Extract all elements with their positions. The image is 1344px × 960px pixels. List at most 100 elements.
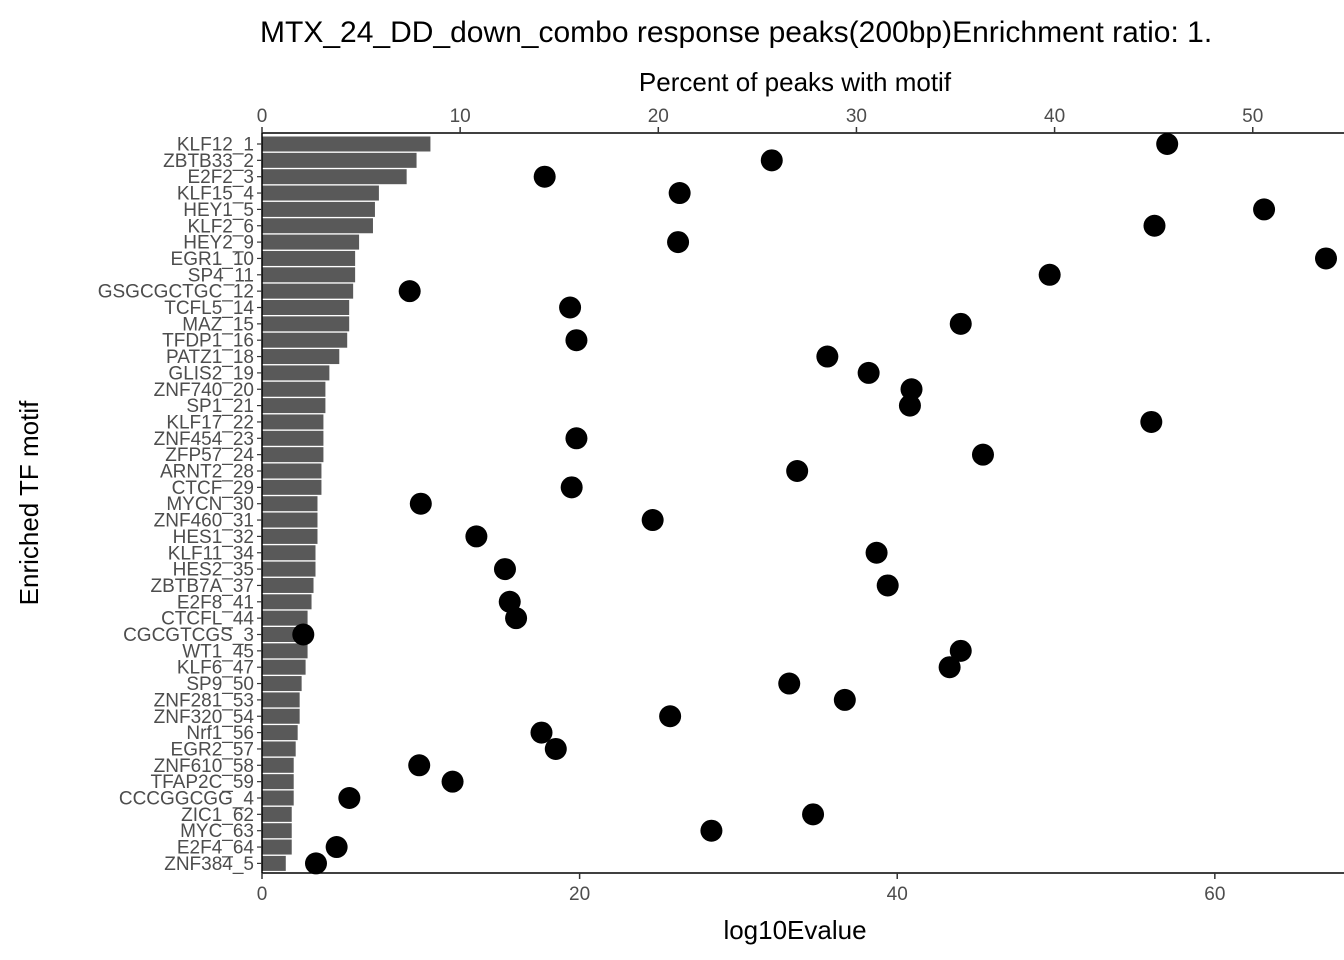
point	[559, 296, 582, 319]
bottom-tick-label: 0	[257, 884, 268, 905]
bar	[262, 496, 318, 512]
point	[1253, 198, 1276, 221]
category-label: GLIS2_19	[168, 363, 254, 384]
bar	[262, 806, 292, 822]
point	[533, 165, 556, 188]
point-series	[292, 133, 1337, 875]
category-label: ZFP57_24	[165, 445, 254, 466]
point	[530, 721, 553, 744]
point	[493, 558, 516, 581]
category-label: KLF15_4	[177, 184, 255, 205]
point	[857, 361, 880, 384]
bar	[262, 185, 379, 201]
point	[667, 231, 690, 254]
point	[641, 509, 664, 532]
category-label: KLF11_34	[168, 543, 255, 564]
bar	[262, 283, 354, 299]
bar	[262, 169, 407, 185]
point	[398, 280, 421, 303]
bar	[262, 381, 326, 397]
bar	[262, 708, 300, 724]
category-label: ZIC1_62	[181, 805, 254, 826]
category-label: HEY1_5	[183, 200, 254, 221]
bar	[262, 463, 322, 479]
point	[441, 770, 464, 793]
bar	[262, 839, 292, 855]
bar	[262, 152, 417, 168]
bar	[262, 659, 306, 675]
point	[408, 754, 431, 777]
point	[560, 476, 583, 499]
category-label: ZNF281_53	[154, 690, 254, 711]
category-label: CGCGTCGS_3	[123, 625, 254, 646]
bar	[262, 577, 314, 593]
top-tick-label: 50	[1242, 106, 1263, 127]
point	[700, 819, 723, 842]
category-label: WT1_45	[182, 641, 254, 662]
point	[1140, 410, 1163, 433]
chart-title: MTX_24_DD_down_combo response peaks(200b…	[260, 16, 1212, 49]
point	[778, 672, 801, 695]
point	[409, 492, 432, 515]
point	[949, 639, 972, 662]
point	[565, 427, 588, 450]
point	[938, 656, 961, 679]
point	[900, 378, 923, 401]
category-label: ZNF320_54	[154, 707, 255, 728]
category-label: ZNF460_31	[154, 511, 254, 532]
bar	[262, 267, 356, 283]
category-label: HES2_35	[173, 560, 254, 581]
point	[1315, 247, 1337, 270]
point	[668, 182, 691, 205]
category-label: ZBTB33_2	[163, 151, 254, 172]
point	[1156, 133, 1179, 155]
category-label: KLF17_22	[166, 412, 254, 433]
category-label: SP9_50	[186, 674, 254, 695]
bar	[262, 512, 318, 528]
category-label: ZNF454_23	[154, 429, 254, 450]
category-label: E2F4_64	[177, 838, 255, 859]
bar	[262, 234, 360, 250]
point	[865, 541, 888, 564]
point	[1038, 263, 1061, 286]
point	[949, 312, 972, 335]
bar	[262, 430, 324, 446]
category-label: TFDP1_16	[162, 331, 254, 352]
bar	[262, 479, 322, 495]
category-label: SP1_21	[186, 396, 254, 417]
bar	[262, 447, 324, 463]
bar	[262, 692, 300, 708]
point	[659, 705, 682, 728]
bar	[262, 218, 373, 234]
bar	[262, 365, 330, 381]
category-label: MYC_63	[180, 821, 254, 842]
point	[465, 525, 488, 548]
axes: 0 10 20 30 40 50 0 20 40 60	[257, 106, 1344, 905]
bar	[262, 823, 292, 839]
bar	[262, 676, 302, 692]
bar	[262, 316, 350, 332]
top-tick-label: 10	[450, 106, 471, 127]
category-label: HES1_32	[173, 527, 254, 548]
point	[786, 460, 809, 482]
category-labels: KLF12_1ZBTB33_2E2F2_3KLF15_4HEY1_5KLF2_6…	[98, 135, 255, 875]
category-label: ZNF384_5	[164, 854, 254, 875]
y-axis-title: Enriched TF motif	[14, 400, 44, 605]
bar	[262, 725, 298, 741]
category-label: EGR2_57	[171, 739, 254, 760]
bar	[262, 561, 316, 577]
point	[816, 345, 839, 368]
bar	[262, 300, 350, 315]
top-tick-label: 40	[1044, 106, 1065, 127]
bar	[262, 774, 294, 790]
bottom-tick-label: 20	[569, 884, 590, 905]
bottom-axis-title: log10Evalue	[723, 915, 866, 945]
point	[833, 688, 856, 711]
point	[292, 623, 315, 646]
bar	[262, 398, 326, 414]
point	[325, 836, 348, 859]
point	[802, 803, 825, 826]
bar	[262, 643, 308, 659]
bar	[262, 545, 316, 561]
category-label: E2F8_41	[177, 592, 254, 613]
